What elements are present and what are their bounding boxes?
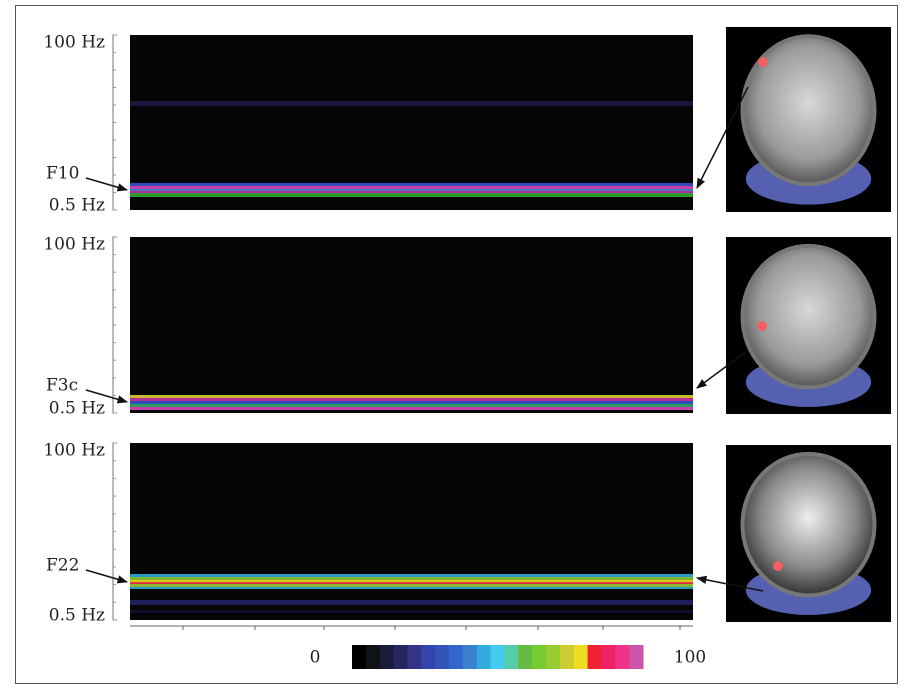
power-band xyxy=(130,580,693,583)
power-band xyxy=(130,183,693,186)
colorbar-cell xyxy=(504,645,519,669)
colorbar-cell xyxy=(352,645,367,669)
power-band xyxy=(130,587,693,589)
colorbar-cell xyxy=(407,645,422,669)
colorbar-cell xyxy=(435,645,450,669)
power-band xyxy=(130,407,693,410)
colorbar-cell xyxy=(532,645,547,669)
freq-bottom-label: 0.5 Hz xyxy=(49,606,105,626)
freq-top-label: 100 Hz xyxy=(43,441,105,461)
power-band xyxy=(130,577,693,580)
colorbar-cell xyxy=(559,645,575,669)
power-band xyxy=(130,189,693,191)
power-band xyxy=(130,193,693,197)
spectrogram xyxy=(130,35,693,210)
power-band xyxy=(130,401,693,404)
colorbar-cell xyxy=(379,645,395,669)
freq-bottom-label: 0.5 Hz xyxy=(49,196,105,216)
power-band xyxy=(130,600,693,605)
panels: 100 Hz 0.5 Hz F10 100 Hz 0.5 Hz F3c 100 Hz 0.5 … xyxy=(43,27,891,626)
power-band xyxy=(130,101,693,106)
power-band xyxy=(130,191,693,193)
brain-slice xyxy=(740,243,877,390)
power-band xyxy=(130,398,693,401)
colorbar-min: 0 xyxy=(310,648,321,668)
colorbar-cell xyxy=(601,645,616,669)
electrode-arrow xyxy=(696,350,748,389)
frame xyxy=(15,5,898,684)
power-band xyxy=(130,395,693,398)
power-band xyxy=(130,186,693,189)
electrode xyxy=(758,57,768,67)
colorbar-cell xyxy=(490,645,505,669)
colorbar-cell xyxy=(476,645,492,669)
channel-arrow xyxy=(85,389,129,404)
power-band xyxy=(130,404,693,407)
spectrogram xyxy=(130,443,693,620)
colorbar-cell xyxy=(546,645,561,669)
colorbar-cell xyxy=(587,645,602,669)
colorbar-cell xyxy=(421,645,436,669)
colorbar-cell xyxy=(629,645,644,669)
brain-slice xyxy=(740,451,877,598)
colorbar-cell xyxy=(518,645,533,669)
electrode-arrow xyxy=(695,575,764,592)
spectrogram xyxy=(130,237,693,413)
colorbar-cell xyxy=(393,645,408,669)
channel-arrow xyxy=(85,569,129,584)
freq-bottom-label: 0.5 Hz xyxy=(49,399,105,419)
colorbar-max: 100 xyxy=(674,648,706,668)
colorbar-cell xyxy=(615,645,630,669)
colorbar-cell xyxy=(573,645,589,669)
time-ticks xyxy=(182,626,681,630)
brain-slice xyxy=(740,34,877,187)
power-band xyxy=(130,582,693,584)
colorbar-cell xyxy=(449,645,464,669)
colorbar-cell xyxy=(462,645,478,669)
freq-top-label: 100 Hz xyxy=(43,33,105,53)
colorbar-cell xyxy=(365,645,381,669)
power-band xyxy=(130,574,693,577)
electrode xyxy=(757,321,767,331)
channel-label: F22 xyxy=(46,556,79,576)
electrode-arrow xyxy=(696,86,749,189)
channel-arrow xyxy=(85,177,129,192)
channel-label: F3c xyxy=(46,376,78,396)
channel-label: F10 xyxy=(46,164,79,184)
electrode xyxy=(773,561,783,571)
power-band xyxy=(130,584,693,587)
freq-top-label: 100 Hz xyxy=(43,235,105,255)
power-band xyxy=(130,610,693,613)
colorbar xyxy=(352,645,644,669)
